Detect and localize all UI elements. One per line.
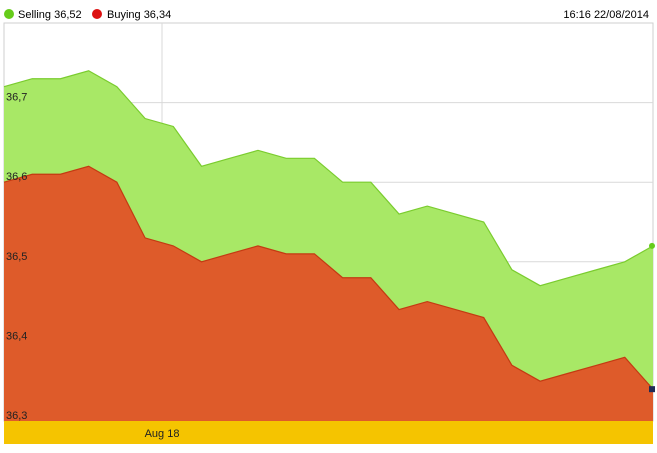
x-axis-band xyxy=(4,421,653,444)
y-tick-label: 36,5 xyxy=(6,251,27,263)
y-tick-label: 36,4 xyxy=(6,330,27,342)
x-tick-label: Aug 18 xyxy=(145,428,180,440)
legend-buying-marker[interactable] xyxy=(92,9,102,19)
legend-selling-marker[interactable] xyxy=(4,9,14,19)
selling-line xyxy=(3,70,654,287)
y-tick-label: 36,6 xyxy=(6,171,27,183)
legend-buying-label[interactable]: Buying 36,34 xyxy=(107,9,171,21)
x-axis-ticks: Aug 18 xyxy=(145,428,180,440)
selling-last-point xyxy=(649,242,655,249)
buying-line xyxy=(3,165,654,390)
series-layer xyxy=(3,70,654,421)
end-markers xyxy=(649,242,655,393)
y-axis-ticks: 36,3 36,4 36,5 36,6 36,7 xyxy=(6,92,27,422)
y-tick-label: 36,7 xyxy=(6,92,27,104)
y-tick-label: 36,3 xyxy=(6,410,27,422)
legend-selling-label[interactable]: Selling 36,52 xyxy=(18,9,82,21)
buying-area xyxy=(4,166,653,421)
buying-last-point xyxy=(649,386,655,393)
timestamp: 16:16 22/08/2014 xyxy=(563,9,649,21)
